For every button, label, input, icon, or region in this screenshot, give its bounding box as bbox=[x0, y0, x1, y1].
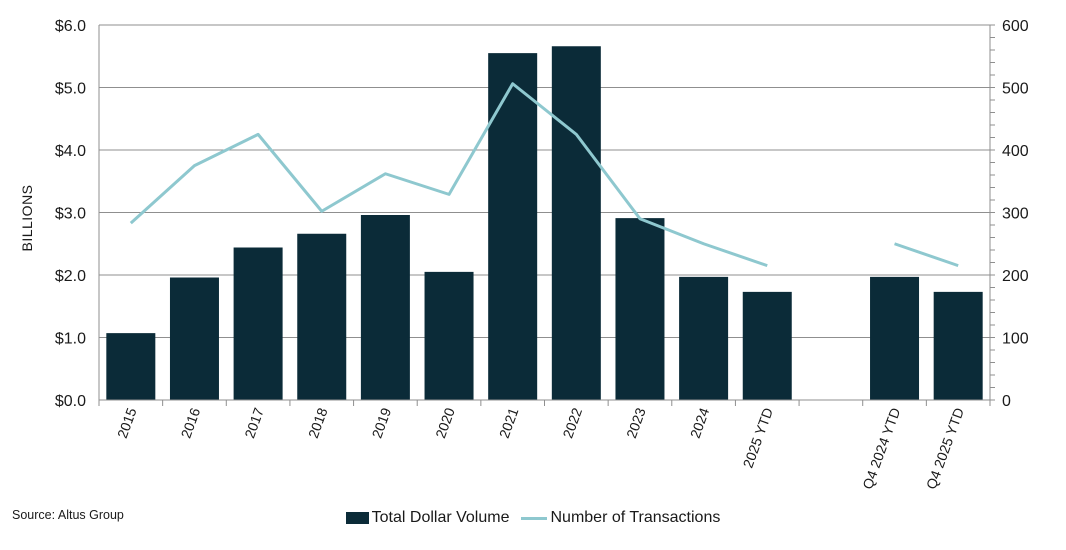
x-tick-label: 2016 bbox=[178, 405, 204, 440]
left-axis-ticks: $0.0 $1.0 $2.0 $3.0 $4.0 $5.0 $6.0 bbox=[55, 18, 86, 410]
bar-2021 bbox=[488, 53, 538, 400]
bar-series bbox=[106, 46, 983, 400]
legend-item-transactions: Number of Transactions bbox=[521, 509, 720, 527]
legend-label-transactions: Number of Transactions bbox=[550, 509, 721, 526]
bar-2025-ytd bbox=[742, 291, 792, 400]
y-axis-label: BILLIONS bbox=[19, 184, 35, 251]
bar-q4-2025-ytd bbox=[933, 291, 983, 400]
bar-2019 bbox=[360, 215, 410, 400]
left-tick-label: $4.0 bbox=[55, 143, 86, 160]
x-tick-label: 2021 bbox=[496, 405, 522, 440]
bar-2017 bbox=[233, 247, 283, 400]
left-tick-label: $1.0 bbox=[55, 331, 86, 348]
bar-2022 bbox=[551, 46, 601, 400]
legend-swatch-line bbox=[521, 516, 548, 520]
right-tick-label: 200 bbox=[1002, 268, 1029, 285]
left-tick-label: $3.0 bbox=[55, 206, 86, 223]
right-tick-label: 300 bbox=[1002, 206, 1029, 223]
bar-2018 bbox=[297, 233, 347, 400]
x-tick-label: 2025 YTD bbox=[740, 406, 777, 470]
left-tick-label: $6.0 bbox=[55, 18, 86, 35]
x-tick-label: 2018 bbox=[305, 405, 331, 440]
legend: Total Dollar Volume Number of Transactio… bbox=[0, 509, 1066, 527]
x-tick-label: 2015 bbox=[114, 405, 140, 440]
x-tick-label: 2017 bbox=[241, 405, 267, 440]
x-axis-ticks: 2015 2016 2017 2018 2019 2020 2021 2022 2023 2024… bbox=[114, 405, 967, 491]
bar-q4-2024-ytd bbox=[870, 276, 920, 400]
x-tick-label: Q4 2024 YTD bbox=[859, 406, 903, 492]
bar-2024 bbox=[679, 276, 729, 400]
right-tick-label: 600 bbox=[1002, 18, 1029, 35]
right-tick-label: 100 bbox=[1002, 331, 1029, 348]
x-tick-label: Q4 2025 YTD bbox=[923, 406, 967, 492]
bar-2015 bbox=[106, 333, 156, 400]
right-axis-ticks: 0 100 200 300 400 500 600 bbox=[1002, 18, 1029, 410]
transactions-line-segment bbox=[129, 82, 768, 268]
axes bbox=[98, 24, 995, 406]
right-tick-label: 400 bbox=[1002, 143, 1029, 160]
x-tick-label: 2022 bbox=[559, 405, 585, 440]
transactions-line-segment bbox=[894, 242, 959, 268]
left-tick-label: $0.0 bbox=[55, 393, 86, 410]
line-series bbox=[129, 82, 959, 268]
bar-2016 bbox=[169, 277, 219, 400]
x-tick-label: 2024 bbox=[687, 405, 713, 440]
x-tick-label: 2023 bbox=[623, 405, 649, 440]
bar-2020 bbox=[424, 271, 474, 400]
left-tick-label: $5.0 bbox=[55, 81, 86, 98]
legend-item-volume: Total Dollar Volume bbox=[345, 509, 510, 527]
bar-2023 bbox=[615, 218, 665, 400]
right-tick-label: 0 bbox=[1002, 393, 1011, 410]
legend-label-volume: Total Dollar Volume bbox=[371, 509, 510, 526]
x-tick-label: 2019 bbox=[369, 405, 395, 440]
left-tick-label: $2.0 bbox=[55, 268, 86, 285]
legend-swatch-bar bbox=[345, 512, 369, 524]
gridlines bbox=[99, 24, 990, 401]
x-tick-label: 2020 bbox=[432, 405, 458, 440]
right-tick-label: 500 bbox=[1002, 81, 1029, 98]
source-note: Source: Altus Group bbox=[12, 508, 124, 522]
